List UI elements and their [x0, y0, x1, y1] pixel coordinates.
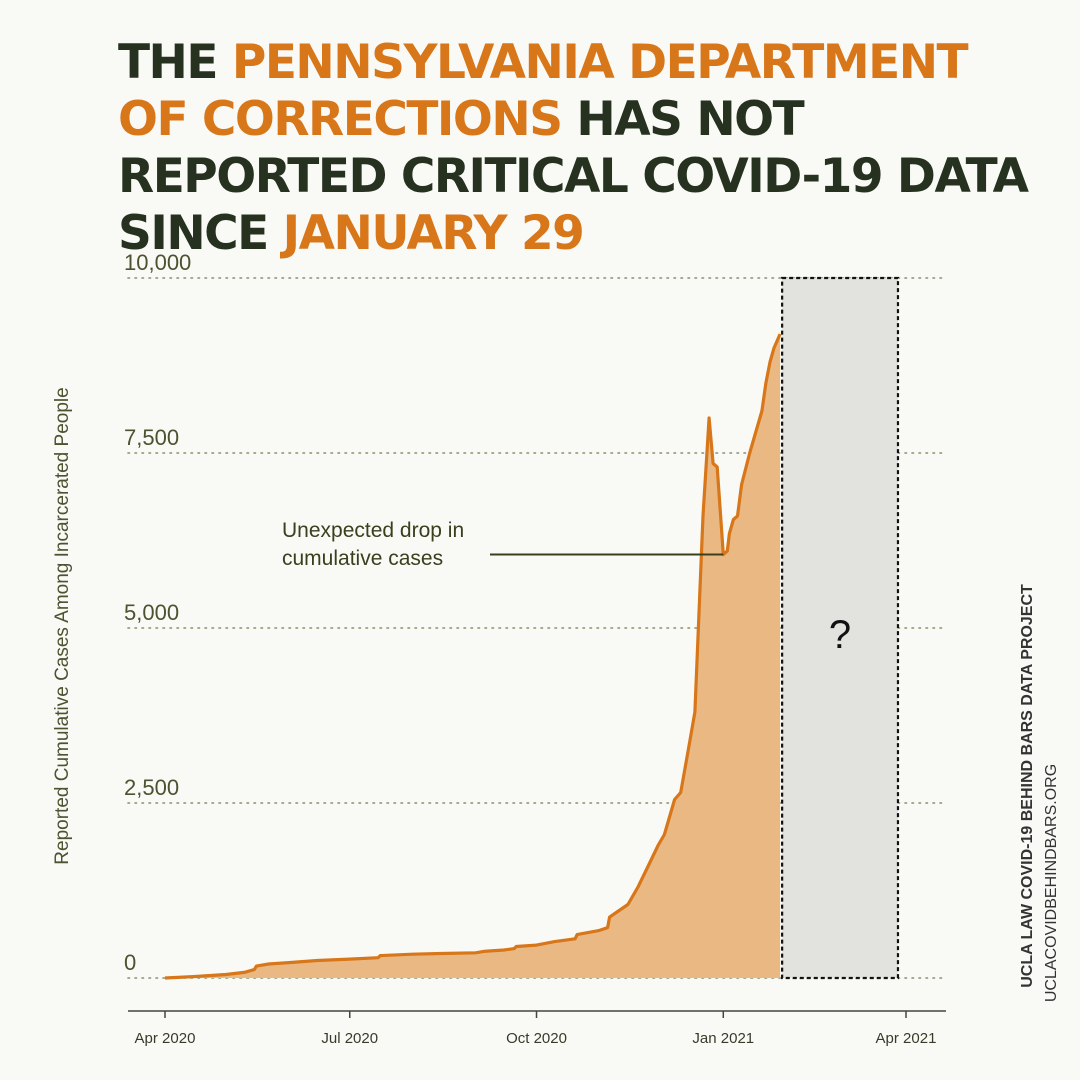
title-segment-1: Pennsylvania Department of Corrections [118, 35, 969, 147]
y-tick-label-0: 0 [124, 950, 136, 975]
y-tick-label-2: 5,000 [124, 600, 179, 625]
x-tick-label-2: Oct 2020 [506, 1030, 567, 1047]
title-segment-3: January 29 [282, 206, 585, 261]
credit-organization: UCLA LAW COVID-19 BEHIND BARS DATA PROJE… [1019, 584, 1036, 988]
x-tick-label-1: Jul 2020 [321, 1030, 378, 1047]
chart-title: The Pennsylvania Department of Correctio… [118, 34, 1038, 262]
title-segment-2: has not reported critical COVID-19 data … [118, 92, 1029, 261]
annotation-text-line-1: cumulative cases [282, 547, 443, 570]
y-tick-label-1: 2,500 [124, 775, 179, 800]
x-tick-label-3: Jan 2021 [692, 1030, 754, 1047]
y-tick-label-3: 7,500 [124, 425, 179, 450]
title-segment-0: The [118, 35, 232, 90]
x-tick-label-0: Apr 2020 [135, 1030, 196, 1047]
x-axis-ticks: Apr 2020 Jul 2020 Oct 2020 Jan 2021 Apr 2021 [135, 1011, 937, 1047]
y-tick-label-4: 10,000 [124, 250, 191, 275]
annotation-drop: Unexpected drop in cumulative cases [282, 519, 724, 570]
y-axis-ticks: 0 2,500 5,000 7,500 10,000 [124, 250, 191, 975]
missing-data-box [781, 276, 900, 980]
x-tick-label-4: Apr 2021 [876, 1030, 937, 1047]
credit-url: UCLACOVIDBEHINDBARS.ORG [1043, 764, 1060, 1002]
series-line [164, 333, 782, 980]
y-axis-label: Reported Cumulative Cases Among Incarcer… [52, 387, 73, 864]
series-area-fill [165, 334, 781, 978]
missing-data-label: ? [829, 613, 851, 657]
annotation-text-line-0: Unexpected drop in [282, 519, 464, 542]
